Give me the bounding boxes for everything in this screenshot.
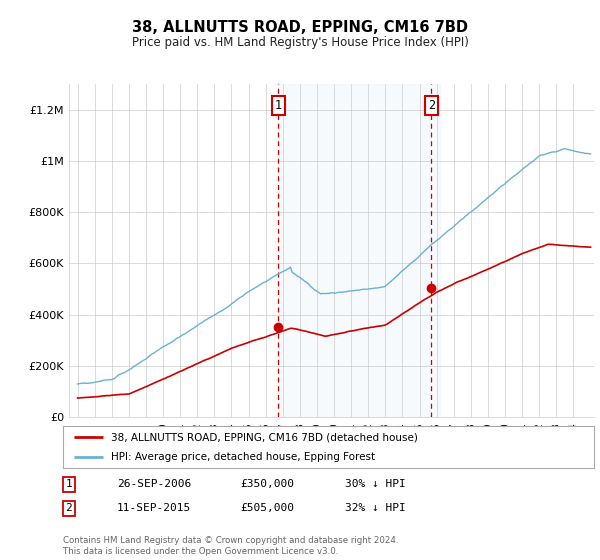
Text: 1: 1: [275, 99, 282, 113]
Text: 26-SEP-2006: 26-SEP-2006: [117, 479, 191, 489]
Text: HPI: Average price, detached house, Epping Forest: HPI: Average price, detached house, Eppi…: [111, 452, 375, 462]
Text: £350,000: £350,000: [240, 479, 294, 489]
Text: Price paid vs. HM Land Registry's House Price Index (HPI): Price paid vs. HM Land Registry's House …: [131, 36, 469, 49]
Text: 11-SEP-2015: 11-SEP-2015: [117, 503, 191, 514]
Text: 32% ↓ HPI: 32% ↓ HPI: [345, 503, 406, 514]
Text: 30% ↓ HPI: 30% ↓ HPI: [345, 479, 406, 489]
Text: 38, ALLNUTTS ROAD, EPPING, CM16 7BD: 38, ALLNUTTS ROAD, EPPING, CM16 7BD: [132, 20, 468, 35]
Text: 2: 2: [428, 99, 435, 113]
Text: £505,000: £505,000: [240, 503, 294, 514]
Text: 2: 2: [65, 503, 73, 514]
Text: 38, ALLNUTTS ROAD, EPPING, CM16 7BD (detached house): 38, ALLNUTTS ROAD, EPPING, CM16 7BD (det…: [111, 432, 418, 442]
Text: 1: 1: [65, 479, 73, 489]
Text: Contains HM Land Registry data © Crown copyright and database right 2024.
This d: Contains HM Land Registry data © Crown c…: [63, 536, 398, 556]
Bar: [278, 84, 440, 417]
